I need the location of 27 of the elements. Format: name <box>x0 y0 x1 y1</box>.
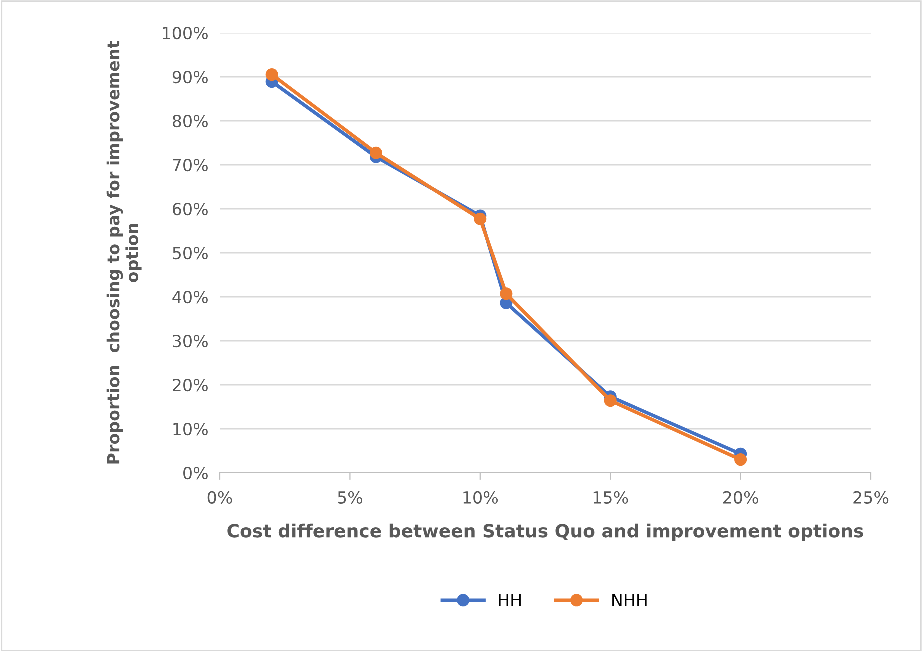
y-tick-label: 0% <box>184 466 208 480</box>
point <box>266 68 278 82</box>
legend-label: NHH <box>612 594 647 606</box>
legend-label: HH <box>499 594 521 606</box>
point <box>474 212 487 226</box>
point <box>734 454 748 466</box>
y-tick-label: 40% <box>172 290 208 304</box>
y-axis-title: Proportion choosing to pay for improvement option <box>106 41 142 464</box>
y-tick-label: 10% <box>174 422 208 436</box>
x-tick-label: 0% <box>208 491 232 504</box>
point <box>500 288 513 300</box>
y-tick-label: 20% <box>173 378 208 392</box>
y-tick-label: 60% <box>173 202 208 216</box>
y-tick-label: 30% <box>173 334 208 348</box>
point <box>604 394 617 408</box>
y-tick-label: 100% <box>163 26 208 40</box>
y-tick-label: 70% <box>173 158 208 172</box>
x-tick-label: 25% <box>854 491 889 504</box>
y-tick-label: 90% <box>172 70 208 84</box>
x-tick-label: 15% <box>594 491 628 504</box>
y-tick-label: 80% <box>172 114 208 128</box>
point <box>370 146 382 160</box>
x-tick-label: 20% <box>724 491 758 504</box>
x-tick-label: 5% <box>338 491 362 504</box>
x-axis-title: Cost difference between Status Quo and improvement options <box>228 524 864 542</box>
x-tick-label: 10% <box>464 491 498 504</box>
y-tick-label: 50% <box>173 246 208 260</box>
